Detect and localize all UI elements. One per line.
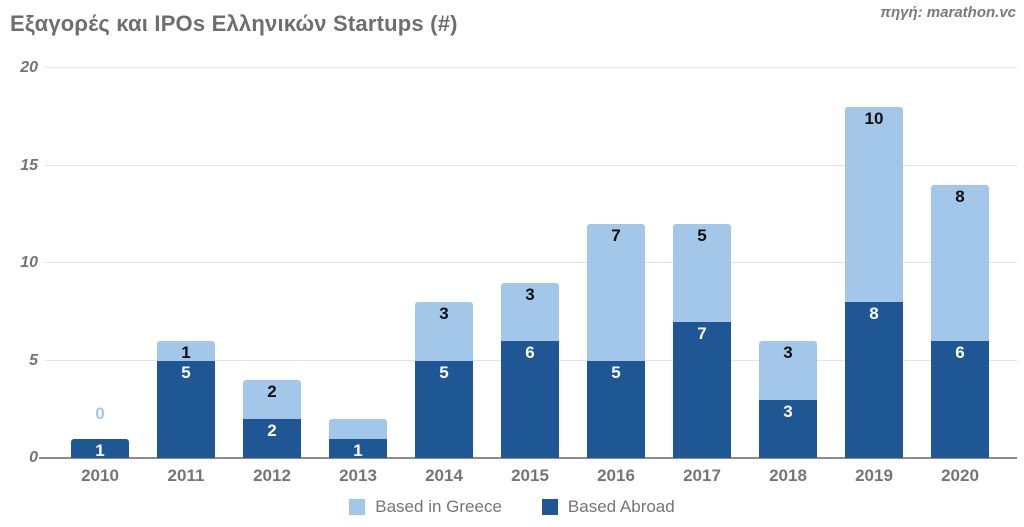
segment-2017-based-abroad: 7 — [673, 321, 731, 458]
segment-2018-based-abroad: 3 — [759, 399, 817, 458]
plot-area: 1 0 5 1 2 2 1 5 3 6 3 5 7 7 5 3 3 8 10 6 8 — [39, 67, 1017, 460]
value-label: 8 — [869, 304, 879, 323]
segment-2010-based-abroad: 1 — [71, 438, 129, 460]
y-tick-label-20: 20 — [20, 59, 38, 76]
x-tick-label-2013: 2013 — [339, 466, 377, 485]
segment-2018-based-in-greece: 3 — [759, 341, 817, 400]
value-label: 5 — [181, 362, 191, 382]
value-label: 6 — [955, 343, 965, 362]
gridline-y10 — [45, 262, 1017, 263]
segment-2015-based-abroad: 6 — [501, 341, 559, 458]
segment-2017-based-in-greece: 5 — [673, 224, 731, 322]
segment-2019-based-abroad: 8 — [845, 302, 903, 458]
value-label: 6 — [525, 343, 535, 362]
y-tick-label-5: 5 — [29, 351, 38, 369]
y-tick-label-15: 15 — [20, 156, 38, 174]
value-label: 2 — [267, 382, 277, 401]
value-label: 5 — [697, 226, 707, 245]
segment-2014-based-abroad: 5 — [415, 360, 473, 458]
value-label: 5 — [439, 362, 449, 382]
value-label: 10 — [864, 109, 884, 128]
x-tick-label-2010: 2010 — [81, 466, 119, 485]
value-label: 3 — [525, 284, 535, 304]
value-label: 5 — [611, 362, 621, 382]
segment-2013-based-in-greece — [329, 419, 387, 439]
segment-2016-based-abroad: 5 — [587, 360, 645, 458]
segment-2013-based-abroad: 1 — [329, 438, 387, 460]
x-tick-label-2014: 2014 — [425, 466, 463, 485]
value-label: 8 — [955, 187, 965, 206]
segment-2015-based-in-greece: 3 — [501, 282, 559, 341]
value-label: 7 — [697, 323, 707, 343]
source-attribution: πηγή: marathon.vc — [880, 4, 1016, 21]
value-label: 1 — [353, 440, 363, 460]
y-tick-label-0: 0 — [29, 449, 38, 466]
bar-2013: 1 — [329, 419, 387, 460]
value-label: 1 — [95, 440, 105, 460]
value-label: 2 — [267, 421, 277, 440]
gridline-y0 — [39, 457, 1017, 459]
x-tick-label-2017: 2017 — [683, 466, 721, 485]
legend-label: Based in Greece — [375, 497, 502, 516]
segment-2012-based-abroad: 2 — [243, 419, 301, 458]
x-tick-label-2020: 2020 — [941, 466, 979, 485]
segment-2012-based-in-greece: 2 — [243, 380, 301, 419]
value-label: 1 — [181, 343, 191, 362]
gridline-y15 — [45, 164, 1017, 166]
segment-2011-based-abroad: 5 — [157, 360, 215, 458]
legend-item-based-in-greece: Based in Greece — [349, 497, 502, 517]
value-label: 3 — [439, 304, 449, 323]
legend-swatch — [349, 499, 366, 515]
value-label: 7 — [611, 226, 621, 245]
x-tick-label-2011: 2011 — [167, 466, 205, 485]
value-label: 3 — [783, 343, 793, 362]
segment-2011-based-in-greece: 1 — [157, 341, 215, 362]
x-tick-label-2012: 2012 — [253, 466, 291, 485]
y-tick-label-10: 10 — [20, 254, 38, 271]
legend: Based in Greece Based Abroad — [0, 496, 1024, 518]
x-tick-label-2019: 2019 — [855, 466, 893, 485]
x-tick-label-2018: 2018 — [769, 466, 807, 485]
segment-2019-based-in-greece: 10 — [845, 107, 903, 302]
chart-title: Εξαγορές και IPOs Ελληνικών Startups (#) — [10, 11, 458, 36]
legend-swatch — [541, 499, 558, 515]
segment-2016-based-in-greece: 7 — [587, 224, 645, 361]
x-tick-label-2016: 2016 — [597, 466, 635, 485]
legend-item-based-abroad: Based Abroad — [541, 497, 675, 517]
segment-2020-based-in-greece: 8 — [931, 185, 989, 341]
segment-2020-based-abroad: 6 — [931, 341, 989, 458]
legend-label: Based Abroad — [567, 497, 675, 516]
value-label-zero: 0 — [95, 403, 105, 423]
segment-2014-based-in-greece: 3 — [415, 302, 473, 361]
bar-2019: 8 10 — [845, 107, 903, 458]
gridline-y20 — [45, 67, 1017, 68]
value-label: 3 — [783, 401, 793, 421]
x-tick-label-2015: 2015 — [511, 466, 549, 485]
